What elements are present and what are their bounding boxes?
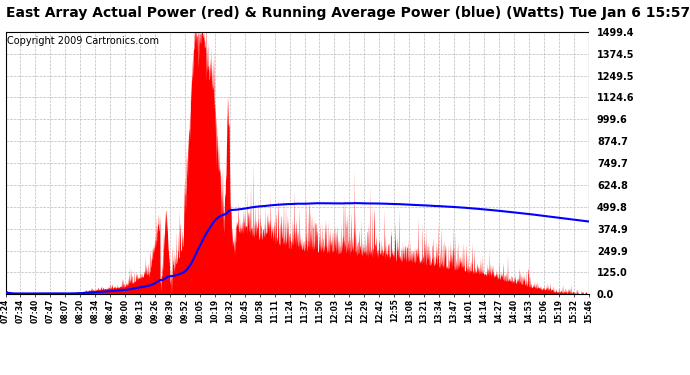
Text: East Array Actual Power (red) & Running Average Power (blue) (Watts) Tue Jan 6 1: East Array Actual Power (red) & Running … — [6, 6, 689, 20]
Text: Copyright 2009 Cartronics.com: Copyright 2009 Cartronics.com — [8, 36, 159, 46]
